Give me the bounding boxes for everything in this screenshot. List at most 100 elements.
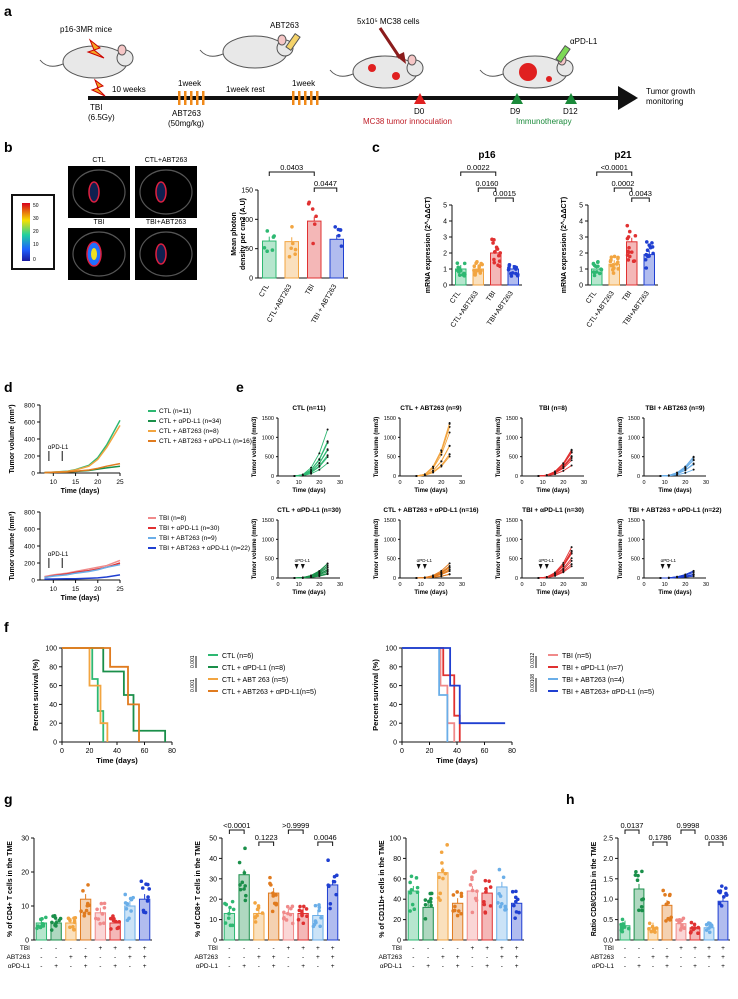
data-point bbox=[44, 915, 48, 920]
curve-point bbox=[440, 575, 443, 578]
p-value-b1: 0.0403 bbox=[280, 163, 303, 172]
data-point bbox=[717, 901, 722, 906]
data-point bbox=[412, 907, 417, 912]
treatment-sign: - bbox=[412, 954, 414, 961]
curve-point bbox=[684, 575, 687, 578]
treatment-sign: - bbox=[708, 963, 710, 970]
chart-title: p16 bbox=[478, 150, 496, 161]
abt-dose-label: ABT263 bbox=[172, 109, 201, 118]
data-point bbox=[500, 901, 504, 906]
survival-curve bbox=[62, 647, 105, 742]
data-point bbox=[139, 879, 144, 884]
image-label: CTL bbox=[92, 157, 105, 164]
treatment-sign: - bbox=[471, 954, 473, 961]
data-point bbox=[99, 901, 104, 906]
cd4-chart: 0 10 20 30 % of CD4+ T cells in the TME TBI - -… bbox=[7, 836, 152, 970]
data-point bbox=[459, 911, 463, 916]
legend-entry: CTL (n=6) bbox=[222, 653, 253, 660]
treatment-sign: + bbox=[272, 954, 276, 961]
curve-point bbox=[570, 464, 573, 467]
data-point bbox=[468, 883, 473, 887]
data-point bbox=[57, 918, 61, 923]
treatment-sign: + bbox=[426, 963, 430, 970]
data-point bbox=[647, 921, 652, 926]
data-point bbox=[514, 267, 518, 271]
p-value-g1: 0.1786 bbox=[649, 833, 672, 842]
p-value-g1: 0.1223 bbox=[255, 833, 278, 842]
survival-tbi-chart: 0 20 40 60 80 100 0 20 40 60 80 Time (days) Percent … bbox=[371, 646, 654, 766]
data-point bbox=[475, 268, 480, 273]
panel-label-e: e bbox=[236, 379, 244, 395]
data-point bbox=[664, 919, 668, 923]
data-point bbox=[298, 904, 302, 909]
treatment-sign: + bbox=[128, 954, 132, 961]
y-tick-label: 0.0 bbox=[603, 938, 613, 945]
data-point bbox=[243, 846, 247, 851]
y-tick-label: 80 bbox=[389, 664, 397, 671]
y-tick-label: 20 bbox=[49, 721, 57, 728]
treatment-sign: - bbox=[302, 954, 304, 961]
abt-tick bbox=[196, 91, 199, 105]
y-tick-label: 0 bbox=[393, 576, 396, 582]
p-value-g0: <0.0001 bbox=[223, 821, 250, 830]
curve-point bbox=[326, 564, 329, 567]
curve-point bbox=[448, 422, 451, 425]
y-axis-label: Tumor volume (mm3) bbox=[496, 417, 502, 478]
y-axis-label: Tumor volume (mm3) bbox=[374, 417, 380, 478]
curve-point bbox=[423, 473, 426, 476]
data-point bbox=[451, 893, 456, 897]
curve-point bbox=[570, 549, 573, 552]
data-point bbox=[102, 901, 107, 906]
panel-label-g: g bbox=[4, 791, 13, 807]
treatment-sign: + bbox=[707, 954, 711, 961]
data-point bbox=[478, 271, 483, 275]
bar bbox=[407, 890, 420, 941]
curve-point bbox=[562, 467, 565, 470]
data-point bbox=[636, 873, 640, 878]
x-tick-label: 25 bbox=[116, 586, 124, 593]
x-tick-label: 10 bbox=[296, 582, 302, 588]
legend-entry: CTL (n=11) bbox=[159, 408, 191, 415]
significance-bracket bbox=[228, 829, 245, 834]
treatment-sign: + bbox=[485, 945, 489, 952]
x-tick-label: TBI bbox=[304, 283, 316, 296]
significance-bracket bbox=[477, 187, 497, 192]
y-tick-label: 0 bbox=[515, 474, 518, 480]
legend-entry: TBI (n=5) bbox=[562, 653, 591, 660]
injection-arrow bbox=[378, 27, 402, 59]
p-value-g0: 0.0137 bbox=[621, 821, 644, 830]
data-point bbox=[620, 926, 624, 931]
curve-point bbox=[293, 577, 296, 579]
bar bbox=[451, 902, 464, 941]
data-point bbox=[274, 902, 279, 907]
curve-point bbox=[326, 462, 329, 465]
data-point bbox=[226, 916, 231, 920]
data-point bbox=[691, 927, 696, 932]
data-point bbox=[332, 879, 337, 884]
data-point bbox=[231, 907, 236, 912]
y-tick-label: 1000 bbox=[384, 435, 396, 441]
data-point bbox=[668, 918, 672, 922]
treatment-sign: - bbox=[114, 954, 116, 961]
bar bbox=[94, 912, 107, 941]
y-tick-label: 0 bbox=[31, 578, 35, 585]
x-tick-label: TBI bbox=[485, 290, 497, 303]
data-point bbox=[462, 261, 467, 266]
data-point bbox=[492, 260, 497, 265]
y-tick-label: 0 bbox=[579, 283, 583, 290]
y-axis-label: Tumor volume (mm3) bbox=[618, 417, 624, 478]
treatment-row-label: αPD-L1 bbox=[196, 963, 219, 970]
apdl1-label: αPD-L1 bbox=[661, 558, 677, 563]
p-value-f2: 0.001 bbox=[190, 679, 196, 692]
y-tick-label: 0 bbox=[393, 740, 397, 747]
y-tick-label: 1000 bbox=[384, 537, 396, 543]
treatment-sign: - bbox=[427, 945, 429, 952]
data-point bbox=[459, 894, 464, 898]
data-point bbox=[102, 905, 107, 910]
treatment-row-label: αPD-L1 bbox=[592, 963, 615, 970]
small-chart-title: TBI + αPD-L1 (n=30) bbox=[522, 507, 584, 514]
significance-bracket bbox=[613, 187, 633, 192]
x-tick-label: TBI bbox=[621, 290, 633, 303]
data-point bbox=[429, 903, 433, 908]
